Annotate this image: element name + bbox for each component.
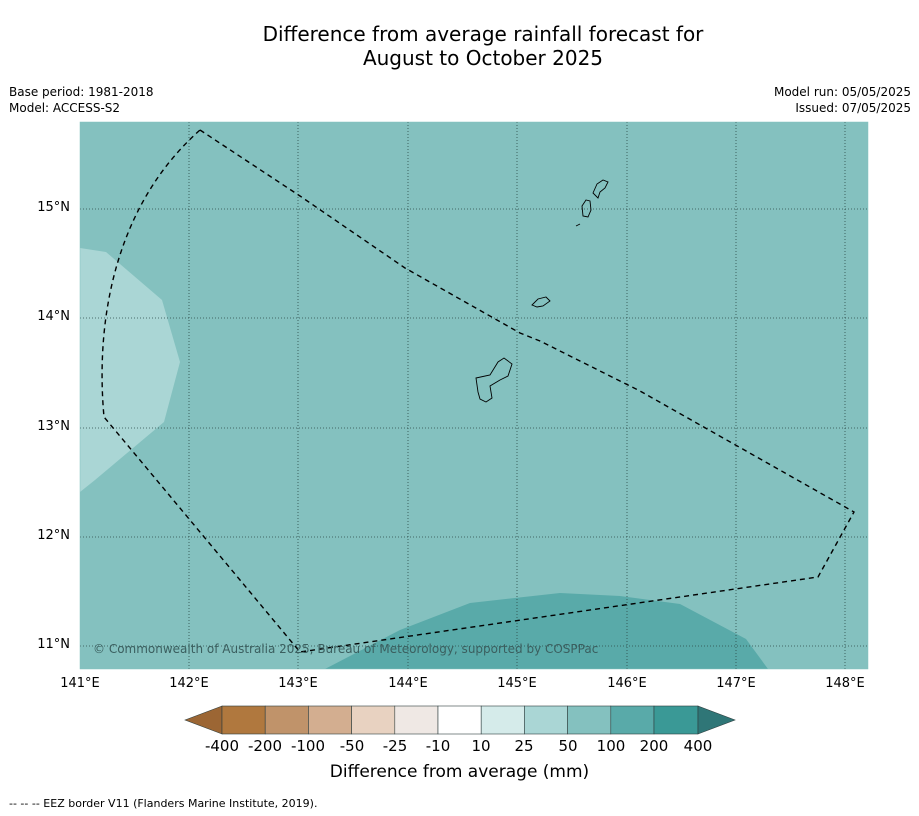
colorbar-segment	[308, 705, 352, 735]
lat-label: 15°N	[37, 200, 70, 215]
colorbar-segment	[394, 705, 439, 735]
issued-date: Issued: 07/05/2025	[795, 101, 911, 115]
title-line-2: August to October 2025	[362, 46, 604, 70]
colorbar-segment	[264, 705, 309, 735]
colorbar-tick-label: -10	[425, 737, 451, 755]
colorbar-tick-label: -25	[382, 737, 408, 755]
lon-label: 142°E	[169, 676, 209, 691]
colorbar-high-extend	[697, 705, 736, 735]
rota-island	[531, 296, 551, 308]
lon-label: 141°E	[60, 676, 100, 691]
map-background	[80, 122, 868, 669]
lon-label: 143°E	[278, 676, 318, 691]
colorbar-tick-label: 10	[471, 737, 491, 755]
gridlines	[80, 122, 868, 669]
eez-border	[101, 129, 855, 653]
map-frame	[79, 121, 869, 670]
guam-island	[475, 357, 513, 403]
lon-label: 148°E	[825, 676, 865, 691]
colorbar-tick-label: -50	[339, 737, 365, 755]
lat-label: 13°N	[37, 419, 70, 434]
colorbar-tick-label: 50	[558, 737, 578, 755]
meta-left: Base period: 1981-2018 Model: ACCESS-S2	[9, 84, 154, 116]
colorbar-segment	[221, 705, 266, 735]
colorbar-tick-label: -100	[290, 737, 326, 755]
colorbar-segment	[351, 705, 396, 735]
lon-label: 146°E	[607, 676, 647, 691]
colorbar-low-extend	[184, 705, 223, 735]
colorbar-segment	[437, 705, 482, 735]
model-name: Model: ACCESS-S2	[9, 101, 121, 115]
colorbar-segment	[567, 705, 612, 735]
lighter-anomaly-region	[80, 248, 180, 492]
title-line-1: Difference from average rainfall forecas…	[262, 22, 704, 46]
lat-label: 11°N	[37, 637, 70, 652]
colorbar-tick-label: 400	[683, 737, 713, 755]
wetter-anomaly-region	[325, 593, 768, 669]
model-run: Model run: 05/05/2025	[773, 85, 911, 99]
colorbar-tick-label: 200	[639, 737, 669, 755]
colorbar-title: Difference from average (mm)	[329, 762, 590, 782]
lat-label: 12°N	[37, 528, 70, 543]
colorbar-segment	[480, 705, 525, 735]
colorbar	[184, 705, 736, 735]
colorbar-tick-label: -400	[204, 737, 240, 755]
tinian-island	[581, 199, 592, 218]
colorbar-tick-label: 25	[514, 737, 534, 755]
colorbar-tick-label: -200	[247, 737, 283, 755]
lon-label: 145°E	[497, 676, 537, 691]
lon-label: 147°E	[716, 676, 756, 691]
chart-title: Difference from average rainfall forecas…	[0, 22, 919, 70]
colorbar-tick-label: 100	[596, 737, 626, 755]
eez-legend-note: -- -- -- EEZ border V11 (Flanders Marine…	[9, 797, 318, 810]
copyright-text: © Commonwealth of Australia 2025, Bureau…	[93, 642, 599, 656]
colorbar-segment	[524, 705, 568, 735]
base-period: Base period: 1981-2018	[9, 85, 154, 99]
saipan-island	[592, 179, 609, 199]
aguijan-island	[575, 223, 581, 227]
lon-label: 144°E	[388, 676, 428, 691]
islands	[475, 179, 609, 403]
lat-label: 14°N	[37, 309, 70, 324]
map-panel	[79, 121, 869, 670]
meta-right: Model run: 05/05/2025 Issued: 07/05/2025	[774, 84, 911, 116]
colorbar-segment	[653, 705, 699, 735]
colorbar-segment	[610, 705, 655, 735]
